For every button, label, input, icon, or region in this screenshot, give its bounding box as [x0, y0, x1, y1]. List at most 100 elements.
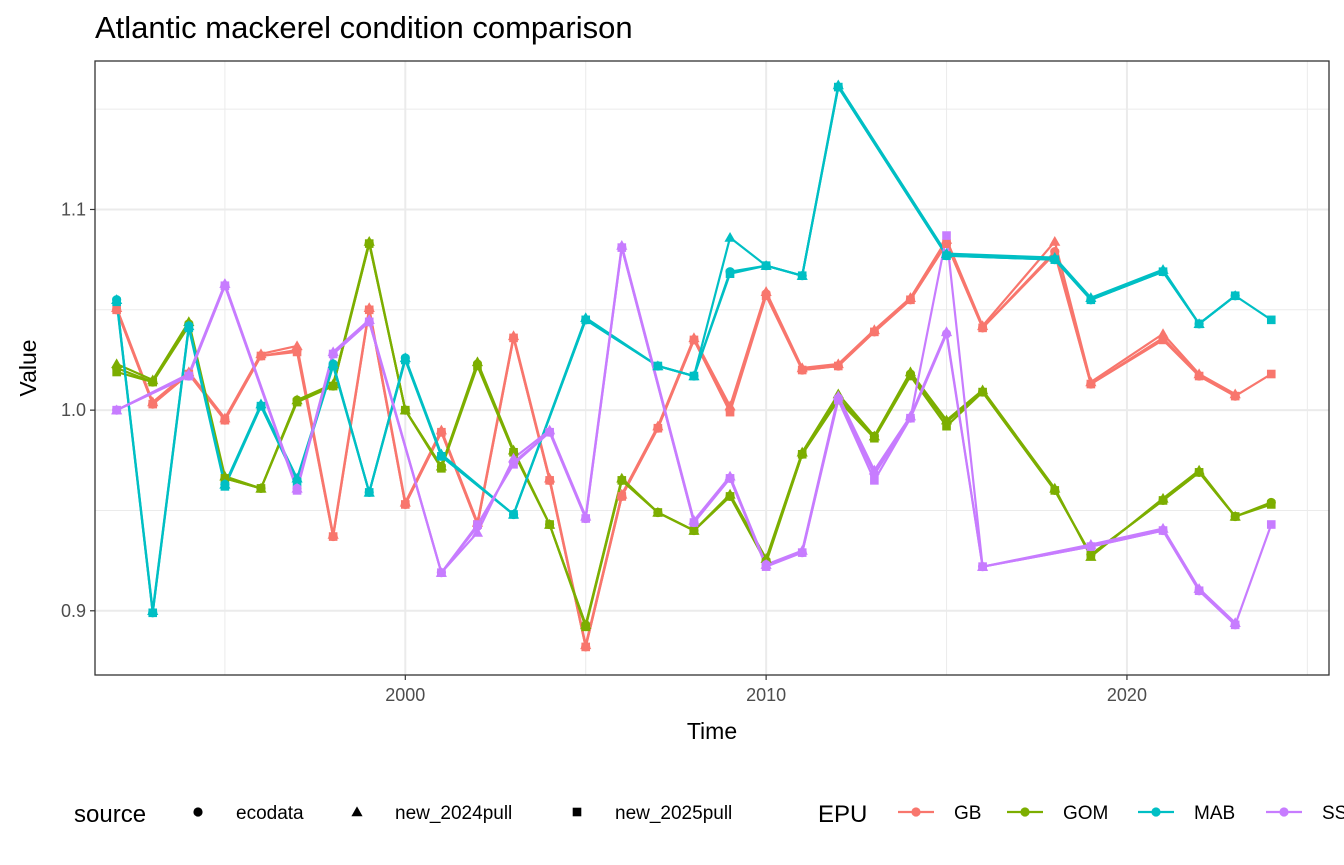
data-point-ss-new_2025pull	[870, 476, 879, 485]
data-point-gom-new_2025pull	[725, 492, 735, 501]
y-tick-label: 1.0	[61, 400, 86, 420]
y-axis-title: Value	[15, 339, 41, 396]
data-point-gom-new_2025pull	[292, 397, 302, 407]
data-point-ss-new_2025pull	[833, 395, 843, 405]
legend-epu-label: SS	[1322, 803, 1344, 824]
data-point-mab-new_2025pull	[689, 371, 699, 381]
data-point-gb-new_2025pull	[220, 415, 230, 425]
data-point-mab-new_2025pull	[761, 261, 771, 270]
data-point-ss-new_2025pull	[725, 474, 735, 483]
data-point-gb-new_2025pull	[581, 642, 591, 652]
legend-epu-label: MAB	[1194, 803, 1235, 824]
data-point-mab-new_2025pull	[328, 361, 338, 371]
x-tick-label: 2020	[1107, 685, 1147, 705]
data-point-gom-new_2025pull	[978, 387, 987, 397]
data-point-mab-new_2025pull	[797, 271, 807, 280]
data-point-gom-new_2025pull	[797, 449, 807, 459]
plot-panel-border	[94, 60, 1330, 676]
series-points	[111, 79, 1276, 652]
legend-epu-point-gb	[911, 807, 921, 817]
series-line-mab-ecodata	[115, 85, 1236, 614]
data-point-gom-new_2024pull	[111, 358, 123, 369]
data-point-ss-new_2025pull	[689, 518, 699, 527]
data-point-gb-new_2025pull	[906, 295, 915, 305]
data-point-gom-new_2025pull	[653, 508, 663, 517]
series-line-gom-ecodata	[116, 242, 1272, 626]
data-point-gb-new_2025pull	[725, 407, 735, 417]
data-point-mab-new_2025pull	[364, 488, 374, 497]
data-point-gb-new_2025pull	[328, 532, 338, 541]
data-point-ss-new_2025pull	[978, 562, 987, 571]
x-axis: 2000 2010 2020	[385, 675, 1147, 705]
data-point-ss-new_2024pull	[471, 526, 484, 537]
data-point-gb-new_2025pull	[148, 399, 158, 409]
legend-source-label: ecodata	[236, 803, 304, 824]
data-point-mab-new_2025pull	[833, 82, 843, 92]
data-point-ss-new_2025pull	[797, 548, 807, 557]
data-point-gom-new_2025pull	[1194, 468, 1204, 477]
data-point-gb-new_2025pull	[1230, 391, 1240, 401]
data-point-ss-new_2025pull	[1158, 526, 1168, 535]
x-tick-label: 2010	[746, 685, 786, 705]
data-point-gom-new_2025pull	[617, 476, 627, 485]
data-point-gom-new_2025pull	[1086, 550, 1096, 559]
data-point-gb-new_2025pull	[112, 305, 121, 315]
legend-source-label: new_2025pull	[615, 803, 732, 824]
data-point-ss-new_2025pull	[1086, 542, 1096, 551]
data-point-mab-new_2025pull	[184, 323, 194, 333]
data-point-gom-new_2025pull	[581, 622, 591, 632]
data-point-mab-new_2024pull	[724, 231, 736, 242]
data-point-gb-new_2025pull	[509, 333, 518, 343]
legend: source ecodata new_2024pull new_2025pull E…	[74, 801, 1344, 828]
data-point-gom-new_2025pull	[870, 433, 879, 443]
legend-epu-point-gom	[1020, 807, 1030, 817]
data-point-mab-new_2025pull	[437, 451, 446, 461]
data-point-gb-new_2025pull	[437, 427, 446, 437]
data-point-gb-new_2025pull	[292, 347, 302, 357]
data-point-gb-new_2025pull	[942, 239, 951, 248]
data-point-gom-new_2025pull	[1050, 486, 1060, 495]
data-point-gom-new_2025pull	[689, 526, 699, 535]
data-point-mab-new_2025pull	[1266, 315, 1276, 325]
data-point-gb-new_2025pull	[617, 492, 627, 501]
major-grid	[95, 61, 1329, 675]
legend-epu-point-ss	[1279, 807, 1289, 817]
data-point-gom-new_2025pull	[328, 381, 338, 391]
data-point-ss-new_2024pull	[868, 464, 880, 475]
data-point-gb-new_2025pull	[653, 423, 663, 433]
data-point-mab-new_2025pull	[509, 510, 518, 519]
data-point-ss-new_2024pull	[940, 326, 953, 337]
minor-grid	[95, 61, 1329, 675]
data-point-mab-new_2025pull	[653, 361, 663, 371]
legend-epu-title: EPU	[818, 801, 867, 828]
data-point-mab-new_2025pull	[292, 478, 302, 487]
data-point-mab-new_2025pull	[725, 269, 735, 278]
data-point-mab-new_2025pull	[1194, 319, 1204, 329]
data-point-ss-new_2025pull	[906, 413, 915, 423]
y-tick-label: 1.1	[61, 199, 86, 219]
data-point-mab-new_2025pull	[1158, 267, 1168, 276]
data-point-gom-new_2025pull	[220, 474, 230, 483]
data-point-gb-new_2025pull	[1086, 379, 1096, 389]
data-point-ss-new_2025pull	[184, 371, 194, 381]
data-point-ss-new_2025pull	[473, 520, 482, 529]
data-point-ss-new_2025pull	[292, 486, 302, 495]
data-point-ss-new_2025pull	[1266, 520, 1276, 529]
data-point-gom-new_2025pull	[1230, 512, 1240, 521]
data-point-gb-new_2025pull	[689, 335, 699, 345]
data-point-gom-new_2025pull	[545, 520, 554, 529]
y-axis: 0.9 1.0 1.1	[61, 199, 95, 621]
series-line-ss-ecodata	[116, 246, 1236, 626]
data-point-gom-new_2025pull	[401, 405, 410, 415]
data-point-gom-new_2025pull	[112, 367, 121, 377]
legend-epu-point-mab	[1151, 807, 1161, 817]
chart-title: Atlantic mackerel condition comparison	[95, 10, 633, 45]
series-line-gom-new_2025pull	[116, 242, 1272, 628]
data-point-mab-new_2025pull	[1086, 295, 1096, 305]
data-point-gb-new_2025pull	[797, 365, 807, 375]
data-point-gom-new_2025pull	[906, 371, 915, 381]
data-point-ss-new_2025pull	[617, 243, 627, 252]
data-point-gom-new_2025pull	[437, 464, 446, 473]
data-point-gb-new_2025pull	[978, 323, 987, 333]
data-point-mab-new_2025pull	[942, 251, 951, 260]
